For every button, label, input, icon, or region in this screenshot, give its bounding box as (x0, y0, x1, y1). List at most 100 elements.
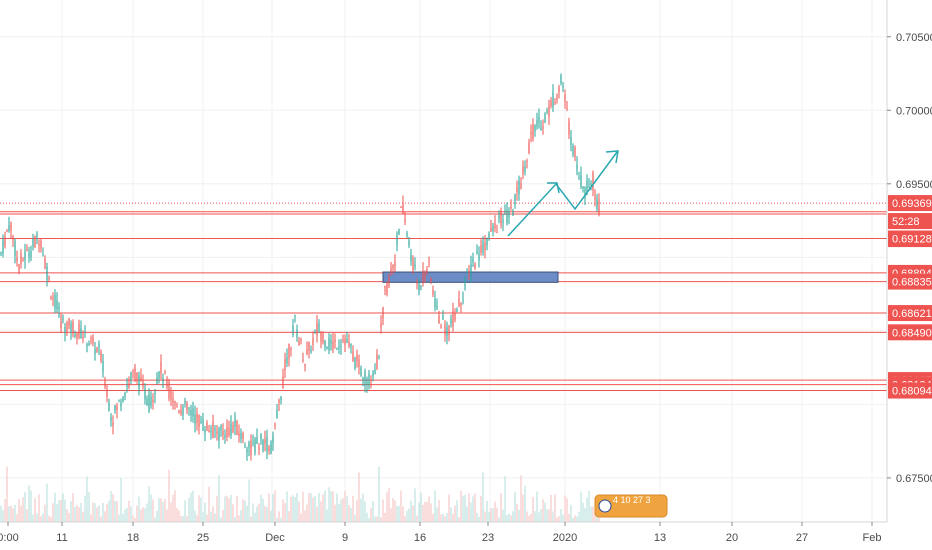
volume-bar (92, 502, 94, 522)
candle-body (44, 258, 46, 269)
candle-body (214, 428, 216, 430)
volume-bar (358, 472, 360, 522)
candle-body (396, 234, 398, 246)
volume-bar (282, 499, 284, 522)
events-badge[interactable]: 4 10 27 3 (594, 494, 668, 518)
candle-body (310, 349, 312, 352)
candle-body (554, 102, 556, 104)
volume-bar (390, 508, 392, 522)
candle-body (360, 367, 362, 376)
volume-bar (232, 504, 234, 522)
candle-body (154, 391, 156, 395)
candle-body (416, 282, 418, 285)
candle-body (584, 187, 586, 197)
volume-bar (384, 512, 386, 522)
volume-bar (222, 509, 224, 522)
candle-body (258, 447, 260, 450)
volume-bar (410, 500, 412, 522)
volume-bar (352, 495, 354, 522)
volume-bar (164, 499, 166, 522)
candle-body (278, 400, 280, 403)
candle-body (386, 281, 388, 295)
candle-body (56, 299, 58, 309)
volume-bar (580, 491, 582, 522)
volume-bar (422, 504, 424, 522)
candle-body (104, 381, 106, 387)
volume-bar (238, 515, 240, 522)
time-axis[interactable]: 0:00 11 18 25 Dec 9 16 23 2020 13 20 27 Feb (0, 521, 887, 544)
candle-body (598, 199, 600, 214)
candle-body (308, 341, 310, 351)
candle-body (464, 284, 466, 287)
volume-bar (54, 492, 56, 522)
volume-bar (218, 475, 220, 522)
volume-bar (388, 487, 390, 522)
volume-bar (420, 492, 422, 522)
candle-body (470, 263, 472, 275)
volume-bar (58, 500, 60, 522)
volume-bar (214, 513, 216, 522)
trend-arrow-path[interactable] (507, 151, 618, 237)
candle-body (42, 254, 44, 256)
candle-body (564, 94, 566, 102)
candle-body (226, 426, 228, 437)
candle-body (344, 338, 346, 346)
candle-body (394, 261, 396, 266)
candle-body (412, 258, 414, 271)
volume-bar (276, 517, 278, 522)
volume-bar (0, 505, 2, 522)
candle-body (582, 186, 584, 189)
volume-bar (424, 501, 426, 522)
candle-body (208, 430, 210, 433)
candle-body (132, 370, 134, 373)
candle-body (192, 408, 194, 417)
candle-body (424, 272, 426, 278)
volume-bar (124, 509, 126, 522)
candle-body (474, 263, 476, 269)
volume-bar (240, 510, 242, 522)
volume-bar (128, 500, 130, 522)
volume-bar (412, 505, 414, 522)
candle-body (136, 372, 138, 380)
volume-bar (494, 501, 496, 522)
candle-body (400, 206, 402, 208)
candle-body (312, 338, 314, 345)
volume-bar (444, 516, 446, 522)
volume-bar (22, 497, 24, 522)
candle-body (106, 390, 108, 397)
candle-body (240, 433, 242, 439)
current-price-tag: 0.69369 (892, 198, 932, 210)
candle-body (206, 422, 208, 431)
volume-bar (142, 507, 144, 522)
candle-body (216, 432, 218, 434)
volume-bar (266, 507, 268, 522)
volume-bar (574, 515, 576, 522)
volume-bar (558, 516, 560, 522)
volume-bar (542, 499, 544, 522)
candle-body (198, 415, 200, 427)
volume-bar (590, 506, 592, 522)
candle-body (494, 222, 496, 229)
candle-body (140, 376, 142, 380)
candle-body (422, 270, 424, 281)
candle-body (548, 105, 550, 117)
price-axis[interactable]: 0.70500 0.70000 0.69500 0.67500 0.69369 52:28… (886, 0, 932, 522)
volume-bar (364, 501, 366, 522)
candle-body (92, 337, 94, 344)
volume-bar (82, 511, 84, 522)
volume-bar (252, 503, 254, 522)
volume-bar (42, 513, 44, 522)
volume-bar (460, 490, 462, 522)
volume-bar (102, 502, 104, 522)
candle-body (72, 322, 74, 334)
volume-bar (584, 507, 586, 522)
candle-body (576, 164, 578, 170)
candle-body (590, 183, 592, 186)
volume-bar (346, 496, 348, 522)
volume-bar (244, 500, 246, 522)
candle-body (298, 340, 300, 346)
trend-arrows[interactable] (507, 150, 619, 237)
candle-body (236, 420, 238, 436)
